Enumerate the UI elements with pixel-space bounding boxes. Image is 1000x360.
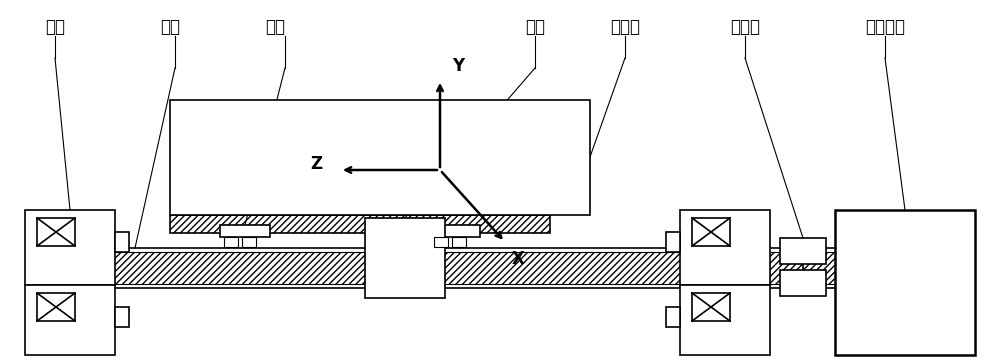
Bar [37,293,75,321]
Bar [170,100,590,215]
Bar [224,237,238,247]
Text: 联轴器: 联轴器 [730,18,760,36]
Bar [452,237,466,247]
Text: 螺母: 螺母 [525,18,545,36]
Bar [434,237,448,247]
Bar [680,285,770,355]
Bar [242,237,256,247]
Bar [835,210,975,355]
Bar [25,210,115,285]
Text: X: X [512,250,525,268]
Text: Z: Z [310,155,322,173]
Bar [365,218,445,298]
Bar [666,232,680,252]
Bar [780,238,826,264]
Bar [37,218,75,246]
Text: 轴承: 轴承 [45,18,65,36]
Text: 伺服电机: 伺服电机 [865,18,905,36]
Text: 滑块: 滑块 [265,18,285,36]
Bar [115,232,129,252]
Text: Y: Y [452,57,464,75]
Bar [692,293,730,321]
Bar [220,225,270,237]
Bar [692,218,730,246]
Text: 丝杠: 丝杠 [160,18,180,36]
Bar [680,210,770,285]
Text: 工作台: 工作台 [610,18,640,36]
Bar [780,270,826,296]
Bar [170,215,550,233]
Bar [666,307,680,327]
Bar [115,307,129,327]
Bar [430,225,480,237]
Bar [55,248,875,288]
Bar [25,285,115,355]
Bar [57,252,873,284]
